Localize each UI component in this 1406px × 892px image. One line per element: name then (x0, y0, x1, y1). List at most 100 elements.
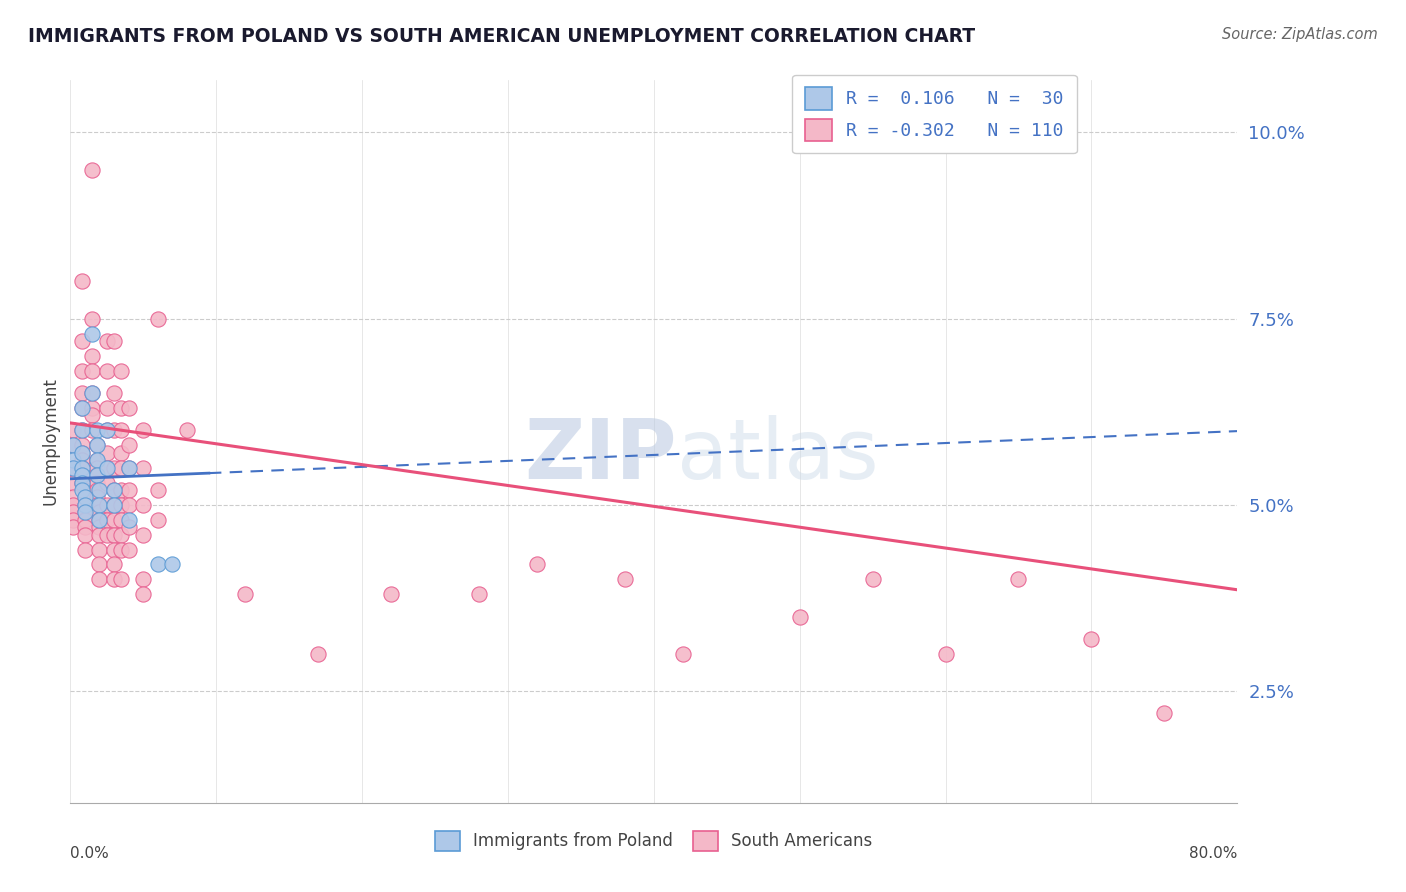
Point (789, 609, 811, 624)
Point (70, 438, 93, 452)
Point (73, 491, 96, 505)
Point (86, 483, 108, 497)
Point (110, 460, 132, 475)
Point (82, 423, 104, 437)
Point (86, 468, 108, 483)
Point (162, 558, 184, 572)
Point (110, 446, 132, 460)
Point (1007, 572, 1029, 586)
Point (73, 498, 96, 512)
Point (103, 498, 125, 512)
Point (118, 520, 141, 534)
Point (89, 505, 111, 519)
Point (86, 453, 108, 467)
Point (613, 572, 636, 586)
Point (118, 498, 141, 512)
Text: IMMIGRANTS FROM POLAND VS SOUTH AMERICAN UNEMPLOYMENT CORRELATION CHART: IMMIGRANTS FROM POLAND VS SOUTH AMERICAN… (28, 27, 976, 45)
Point (96, 423, 118, 437)
Text: 0.0%: 0.0% (70, 847, 110, 861)
Point (86, 438, 108, 452)
Point (70, 460, 93, 475)
Point (672, 647, 695, 661)
Point (62, 438, 84, 452)
Point (86, 453, 108, 467)
Point (103, 423, 125, 437)
Point (118, 460, 141, 475)
Text: Source: ZipAtlas.com: Source: ZipAtlas.com (1222, 27, 1378, 42)
Point (89, 520, 111, 534)
Point (70, 460, 93, 475)
Point (110, 401, 132, 415)
Point (103, 527, 125, 541)
Point (73, 505, 96, 519)
Point (110, 542, 132, 557)
Point (146, 311, 169, 326)
Point (82, 326, 104, 341)
Point (82, 162, 104, 177)
Point (96, 460, 118, 475)
Point (73, 505, 96, 519)
Legend: Immigrants from Poland, South Americans: Immigrants from Poland, South Americans (426, 822, 882, 860)
Point (103, 513, 125, 527)
Point (62, 460, 84, 475)
Point (132, 498, 155, 512)
Point (73, 491, 96, 505)
Point (176, 423, 198, 437)
Point (96, 513, 118, 527)
Point (70, 364, 93, 378)
Point (89, 527, 111, 541)
Point (96, 423, 118, 437)
Point (70, 468, 93, 483)
Point (103, 483, 125, 497)
Point (118, 483, 141, 497)
Point (233, 587, 256, 601)
Point (118, 438, 141, 452)
Point (118, 542, 141, 557)
Point (96, 460, 118, 475)
Point (118, 460, 141, 475)
Point (86, 491, 108, 505)
Point (96, 446, 118, 460)
Point (96, 364, 118, 378)
Point (73, 513, 96, 527)
Point (70, 401, 93, 415)
Point (70, 446, 93, 460)
Point (86, 475, 108, 490)
Point (89, 513, 111, 527)
Point (82, 364, 104, 378)
Point (110, 513, 132, 527)
Point (103, 542, 125, 557)
Point (86, 438, 108, 452)
Point (82, 311, 104, 326)
Point (86, 498, 108, 512)
Point (132, 423, 155, 437)
Point (73, 542, 96, 557)
Point (62, 475, 84, 490)
Point (82, 409, 104, 423)
Point (89, 542, 111, 557)
Point (118, 401, 141, 415)
Point (62, 423, 84, 437)
Point (934, 647, 956, 661)
Point (70, 386, 93, 401)
Text: 80.0%: 80.0% (1189, 847, 1237, 861)
Point (70, 334, 93, 348)
Point (103, 572, 125, 586)
Point (86, 468, 108, 483)
Point (118, 513, 141, 527)
Point (70, 423, 93, 437)
Point (96, 498, 118, 512)
Point (86, 460, 108, 475)
Point (132, 572, 155, 586)
Point (110, 527, 132, 541)
Point (526, 558, 548, 572)
Point (82, 401, 104, 415)
Point (73, 498, 96, 512)
Point (73, 483, 96, 497)
Point (82, 349, 104, 363)
Point (103, 386, 125, 401)
Point (73, 527, 96, 541)
Point (132, 527, 155, 541)
Point (89, 558, 111, 572)
Point (62, 438, 84, 452)
